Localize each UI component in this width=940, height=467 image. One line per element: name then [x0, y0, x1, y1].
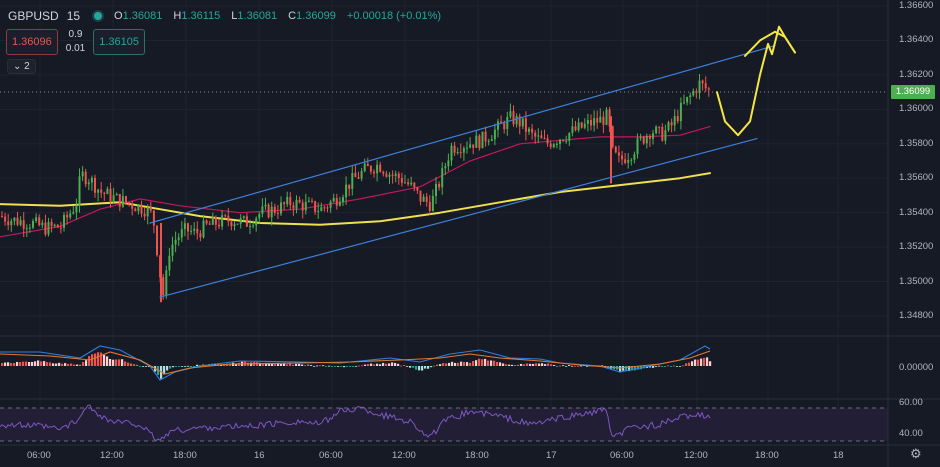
quantity-value[interactable]: 0.01 — [65, 43, 86, 54]
chevron-down-icon: ⌄ — [13, 61, 22, 72]
market-status-icon — [94, 12, 103, 20]
indicators-toggle-button[interactable]: ⌄ 2 — [7, 59, 36, 74]
trade-panel: 1.36096 0.9 0.01 1.36105 — [6, 28, 145, 56]
spread-quantity: 0.9 0.01 — [66, 28, 85, 56]
price-axis-label: 1.35400 — [899, 206, 934, 218]
time-axis-label: 12:00 — [684, 450, 708, 461]
time-axis-label: 18:00 — [465, 450, 489, 461]
price-axis-label: 1.35800 — [899, 137, 934, 149]
price-axis-label: 1.36400 — [899, 34, 934, 46]
rsi-axis-label-40: 40.00 — [899, 428, 923, 439]
macd-axis-label: 0.00000 — [899, 362, 934, 373]
price-axis-label: 1.35600 — [899, 172, 934, 184]
time-axis-label: 18:00 — [755, 450, 779, 461]
gear-icon[interactable]: ⚙ — [910, 446, 922, 461]
price-axis-label: 1.36200 — [899, 68, 934, 80]
indicators-count: 2 — [24, 61, 30, 72]
time-axis-label: 18 — [833, 450, 844, 461]
price-axis-label: 1.36000 — [899, 103, 934, 115]
sell-button[interactable]: 1.36096 — [6, 29, 58, 55]
time-axis-label: 18:00 — [173, 450, 197, 461]
high-label: H — [173, 10, 182, 22]
current-price-tag: 1.36099 — [891, 85, 935, 99]
change-value: +0.00018 (+0.01%) — [346, 10, 442, 22]
time-axis-label: 17 — [546, 450, 557, 461]
symbol-legend: GBPUSD 15 O1.36081 H1.36115 L1.36081 C1.… — [8, 9, 441, 23]
ma-slow-line — [0, 172, 711, 226]
time-axis-label: 06:00 — [610, 450, 634, 461]
close-value: 1.36099 — [296, 10, 336, 22]
open-value: 1.36081 — [122, 10, 163, 22]
symbol-name[interactable]: GBPUSD — [8, 9, 59, 23]
time-axis-label: 16 — [254, 450, 265, 461]
buy-button[interactable]: 1.36105 — [93, 29, 145, 55]
low-label: L — [231, 10, 238, 22]
high-value: 1.36115 — [181, 10, 221, 22]
trend-channel[interactable] — [149, 44, 776, 298]
time-axis-label: 06:00 — [319, 450, 343, 461]
price-axis-label: 1.35000 — [899, 275, 934, 287]
price-axis-label: 1.34800 — [899, 310, 934, 321]
rsi-band — [0, 408, 888, 441]
price-axis-label: 1.35200 — [899, 241, 934, 253]
open-label: O — [114, 10, 123, 22]
rsi-indicator — [0, 404, 711, 442]
rsi-axis-label-60: 60.00 — [899, 397, 923, 408]
spread-value: 0.9 — [68, 29, 83, 40]
low-value: 1.36081 — [237, 10, 278, 22]
price-axis-label: 1.36600 — [899, 0, 934, 11]
time-axis-label: 12:00 — [392, 450, 416, 461]
time-axis-label: 12:00 — [100, 450, 124, 461]
time-axis-label: 06:00 — [27, 450, 51, 461]
macd-indicator — [0, 345, 712, 381]
timeframe[interactable]: 15 — [66, 9, 81, 23]
projection-drawing[interactable] — [716, 25, 796, 137]
close-label: C — [288, 10, 297, 22]
candlesticks — [1, 73, 710, 303]
